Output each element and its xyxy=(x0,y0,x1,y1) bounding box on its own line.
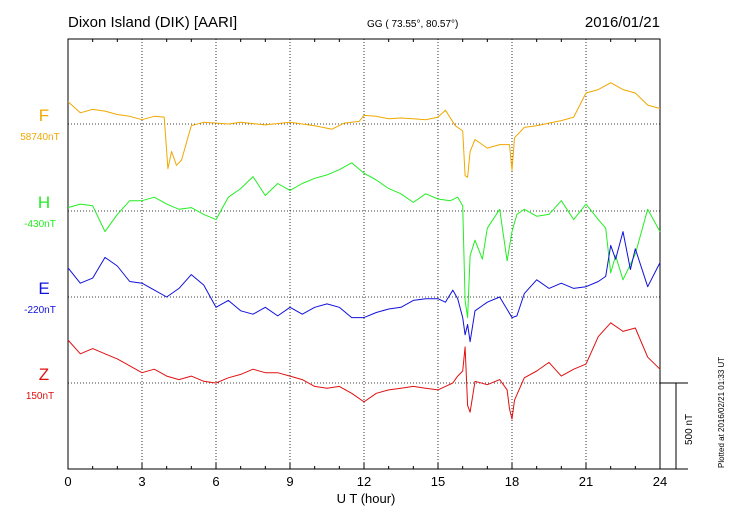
series-z-baseline-label: 150nT xyxy=(26,391,54,402)
series-z-name: Z xyxy=(39,365,49,384)
x-tick-label: 21 xyxy=(579,474,593,489)
series-h-baseline-label: -430nT xyxy=(24,219,56,230)
x-tick-label: 24 xyxy=(653,474,667,489)
x-axis-label: U T (hour) xyxy=(337,491,396,506)
series-e-name: E xyxy=(38,279,49,298)
station-title: Dixon Island (DIK) [AARI] xyxy=(68,14,237,31)
grid xyxy=(68,39,660,469)
x-tick-label: 0 xyxy=(64,474,71,489)
x-tick-label: 9 xyxy=(286,474,293,489)
x-tick-label: 6 xyxy=(212,474,219,489)
series-h-name: H xyxy=(38,193,50,212)
x-tick-label: 3 xyxy=(138,474,145,489)
x-axis: 0 3 6 9 12 15 18 21 24 xyxy=(64,39,667,489)
coordinates-label: GG ( 73.55°, 80.57°) xyxy=(367,19,458,30)
date-label: 2016/01/21 xyxy=(585,14,660,31)
series-group xyxy=(67,82,661,420)
x-tick-label: 12 xyxy=(357,474,371,489)
series-e-baseline-label: -220nT xyxy=(24,305,56,316)
series-z-line xyxy=(67,322,661,420)
series-f-line xyxy=(67,82,661,178)
x-tick-label: 15 xyxy=(431,474,445,489)
series-f-name: F xyxy=(39,106,49,125)
scale-bar-label: 500 nT xyxy=(684,414,695,445)
channel-labels: F 58740nT H -430nT E -220nT Z 150nT xyxy=(20,106,59,402)
plotted-timestamp: Plotted at 2016/02/21 01:33 UT xyxy=(717,357,726,468)
scale-bar: 500 nT xyxy=(660,382,695,470)
series-e-line xyxy=(67,231,661,343)
series-h-line xyxy=(67,162,661,319)
series-f-baseline-label: 58740nT xyxy=(20,132,59,143)
x-tick-label: 18 xyxy=(505,474,519,489)
plot-frame xyxy=(67,38,661,470)
